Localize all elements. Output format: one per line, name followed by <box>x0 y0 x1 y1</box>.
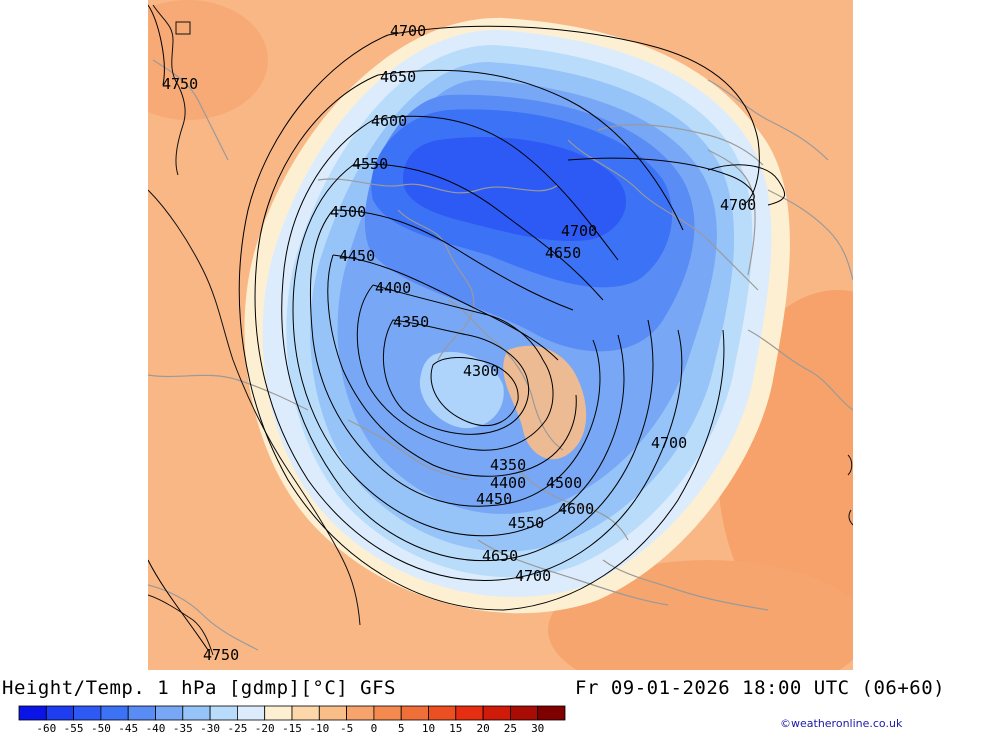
contour-label-4750-bottom: 4750 <box>203 646 239 664</box>
legend-tick-label: 20 <box>476 722 489 733</box>
cool-pocket <box>419 351 504 429</box>
contour-label-4300-center: 4300 <box>463 362 499 380</box>
legend-tick-label: -30 <box>200 722 220 733</box>
legend-swatch <box>264 705 293 721</box>
credit-link[interactable]: ©weatheronline.co.uk <box>780 717 903 730</box>
contour-label-4450-bottom: 4450 <box>476 490 512 508</box>
legend-tick-label: 30 <box>531 722 544 733</box>
contour-label-4700-top: 4700 <box>390 22 426 40</box>
legend-tick-label: 10 <box>422 722 435 733</box>
warm-region-southeast <box>548 560 853 670</box>
legend-swatch <box>236 705 266 721</box>
legend-swatch <box>482 705 511 721</box>
contour-label-4400-left: 4400 <box>375 279 411 297</box>
legend-swatch <box>428 705 457 721</box>
contour-label-4650-bottom: 4650 <box>482 547 518 565</box>
legend-swatch <box>182 705 211 721</box>
contour-label-4600-top: 4600 <box>371 112 407 130</box>
legend-tick-label: -5 <box>340 722 353 733</box>
contour-label-4750-left: 4750 <box>162 75 198 93</box>
legend-swatch <box>537 705 566 721</box>
legend-swatch <box>291 705 320 721</box>
contour-label-4550-top: 4550 <box>352 155 388 173</box>
warm-region-northwest <box>148 0 268 120</box>
legend-tick-label: -60 <box>36 722 56 733</box>
legend-tick-label: -40 <box>146 722 166 733</box>
contour-label-4350-bottom: 4350 <box>490 456 526 474</box>
contour-label-4700-bottom: 4700 <box>515 567 551 585</box>
legend-swatch <box>155 705 184 721</box>
color-legend: -60 -55 -50 -45 -40 -35 -30 -25 -20 -15 -10 -5 0 5 10 1… <box>18 705 566 733</box>
warm-intrusion <box>503 345 587 460</box>
legend-tick-label: -10 <box>309 722 329 733</box>
map-title: Height/Temp. 1 hPa [gdmp][°C] GFS <box>2 677 396 699</box>
legend-tick-label: -55 <box>64 722 84 733</box>
height-contours <box>148 4 786 651</box>
valid-time: Fr 09-01-2026 18:00 UTC (06+60) <box>575 677 946 699</box>
legend-tick-label: -45 <box>118 722 138 733</box>
contour-label-4350-left: 4350 <box>393 313 429 331</box>
contour-label-4450-left: 4450 <box>339 247 375 265</box>
contour-label-4500-bottom: 4500 <box>546 474 582 492</box>
legend-tick-label: 0 <box>371 722 378 733</box>
legend-swatch <box>455 705 484 721</box>
legend-swatch <box>45 705 74 721</box>
legend-tick-label: -15 <box>282 722 302 733</box>
legend-ticks: -60 -55 -50 -45 -40 -35 -30 -25 -20 -15 -10 -5 0 5 10 1… <box>36 722 544 733</box>
legend-tick-label: 15 <box>449 722 462 733</box>
legend-swatch <box>318 705 347 721</box>
legend-tick-label: -50 <box>91 722 111 733</box>
legend-tick-label: -20 <box>255 722 275 733</box>
legend-tick-label: -35 <box>173 722 193 733</box>
legend-swatch <box>73 705 102 721</box>
coastlines <box>148 59 853 651</box>
legend-swatch <box>18 705 47 721</box>
legend-swatches <box>18 705 566 721</box>
contour-label-4550-bottom: 4550 <box>508 514 544 532</box>
contour-label-4400-bottom: 4400 <box>490 474 526 492</box>
legend-swatch <box>400 705 429 721</box>
legend-tick-label: 5 <box>398 722 405 733</box>
legend-tick-label: 25 <box>504 722 517 733</box>
legend-swatch <box>127 705 156 721</box>
contour-label-4700-mid: 4700 <box>561 222 597 240</box>
legend-tick-label: -25 <box>227 722 247 733</box>
legend-swatch <box>346 705 375 721</box>
legend-swatch <box>373 705 402 721</box>
legend-swatch <box>209 705 238 721</box>
legend-swatch <box>100 705 129 721</box>
contour-labels: 4700 4750 4650 4600 4550 4500 4450 4400 … <box>162 22 756 664</box>
contour-label-4500-left: 4500 <box>330 203 366 221</box>
contour-label-4700-east: 4700 <box>651 434 687 452</box>
contour-label-4650-top: 4650 <box>380 68 416 86</box>
weather-map: 4700 4750 4650 4600 4550 4500 4450 4400 … <box>148 0 853 670</box>
contour-label-4650-mid: 4650 <box>545 244 581 262</box>
coastlines-dark <box>148 4 853 656</box>
legend-swatch <box>509 705 539 721</box>
contour-label-4600-bottom: 4600 <box>558 500 594 518</box>
contour-label-4700-right: 4700 <box>720 196 756 214</box>
